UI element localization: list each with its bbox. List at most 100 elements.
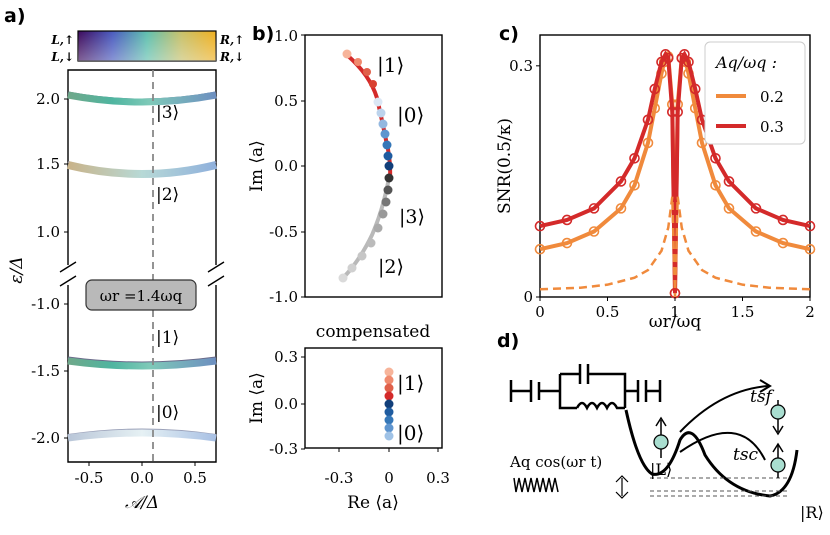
data-point-0.3 (649, 83, 661, 95)
spin-right-top (770, 400, 786, 436)
panel-b-bottom-yticks (301, 356, 305, 450)
panel-d-label: d) (497, 330, 519, 352)
bottom-points (384, 367, 394, 441)
data-point-0.3 (534, 220, 546, 232)
spin-right-bottom (770, 442, 786, 478)
tsf-arrow (679, 385, 769, 433)
data-point-0.3 (642, 114, 654, 126)
ytick-label: 0 (523, 288, 533, 306)
data-point-0.3 (561, 214, 573, 226)
b-state-label-1: |1⟩ (377, 53, 404, 78)
colorbar-right-bottom: R,↓ (219, 50, 244, 64)
compensated-title: compensated (316, 322, 431, 342)
energy-levels (650, 477, 790, 497)
data-point-0.2 (750, 226, 762, 237)
snr-ylabel: SNR(0.5/κ) (495, 118, 515, 214)
data-point (347, 263, 357, 273)
data-point-0.2 (588, 226, 600, 237)
ytick-label: 1.0 (274, 27, 298, 45)
band-3 (67, 91, 217, 106)
data-point (384, 383, 394, 393)
state-label-0: |0⟩ (156, 403, 179, 423)
data-point (384, 399, 394, 409)
data-point (357, 251, 367, 261)
drive-amplitude-arrow (615, 475, 629, 499)
ytick-label: -0.3 (269, 440, 298, 458)
panel-b-bottom-axes (304, 347, 443, 449)
ytick-label: 0.0 (274, 157, 298, 175)
ytick-label: -1.5 (31, 362, 60, 380)
panel-b-label: b) (252, 23, 274, 45)
data-point-0.3 (750, 203, 762, 214)
xtick-label: 0.0 (130, 469, 154, 487)
panel-c: c) 0 0.5 1 1.5 2 0 0.3 ωr/ωq SNR(0.5/κ) Aq/ωq … (495, 23, 816, 332)
panel-b-xticks (338, 448, 439, 452)
data-point (378, 209, 388, 219)
state-label-2: |2⟩ (156, 185, 179, 205)
data-point (384, 407, 394, 417)
panel-a-label: a) (4, 5, 26, 27)
snr-xlabel: ωr/ωq (649, 312, 702, 332)
data-point-0.2 (629, 179, 640, 191)
panel-b-top-axes (304, 34, 443, 298)
ytick-label: 1.5 (36, 155, 60, 173)
data-point-0.3 (615, 176, 627, 187)
left-well-label: |L⟩ (650, 460, 672, 479)
legend (704, 41, 806, 145)
data-point (354, 58, 362, 66)
panel-b-top-yticks (301, 34, 305, 298)
top-points-blue (373, 97, 394, 171)
ytick-label: -1.0 (31, 295, 60, 313)
b-comp-label-1: |1⟩ (397, 371, 424, 396)
xtick-label: -0.5 (75, 469, 104, 487)
ytick-label: -0.5 (269, 223, 298, 241)
data-point (384, 391, 394, 401)
xtick-label: 0.5 (183, 469, 207, 487)
data-point-0.2 (804, 243, 816, 255)
panel-a: a) L,↑ L,↓ R,↑ R,↓ |3⟩ |2⟩ |1⟩ |0⟩ ωr =1… (4, 5, 244, 513)
colorbar-right-top: R,↑ (219, 33, 244, 47)
data-point (382, 140, 392, 150)
data-point-0.3 (666, 106, 678, 118)
b-state-label-2: |2⟩ (378, 256, 404, 278)
xtick-label: 0 (384, 469, 394, 487)
snr-ticks: 0 0.5 1 1.5 2 0 0.3 (509, 57, 815, 321)
data-point-0.3 (777, 214, 789, 226)
data-point (373, 97, 383, 107)
data-point (380, 129, 390, 139)
data-point (338, 273, 348, 283)
xtick-label: -0.3 (325, 469, 354, 487)
data-point-0.3 (689, 83, 701, 95)
axis-break-marks (59, 261, 225, 287)
data-point (376, 108, 386, 118)
colorbar-left-bottom: L,↓ (50, 50, 74, 64)
data-point (342, 49, 352, 59)
panel-d: d) tsf tsc (497, 330, 824, 522)
data-point-0.2 (534, 243, 546, 255)
xtick-label: 1 (670, 303, 680, 321)
data-point (373, 223, 383, 233)
data-point-0.2 (710, 179, 721, 191)
circuit-diagram (509, 364, 662, 411)
ytick-label: 0.3 (274, 348, 298, 366)
band-1 (67, 357, 217, 370)
data-point-0.2 (723, 203, 735, 214)
data-point (384, 431, 394, 441)
data-point (378, 119, 388, 129)
state-label-1: |1⟩ (156, 328, 179, 348)
data-point-0.3 (683, 56, 694, 68)
xtick-label: 0.3 (426, 469, 450, 487)
data-point-0.2 (561, 237, 573, 249)
data-point (366, 238, 376, 248)
panel-a-ylabel: ε/Δ (7, 256, 27, 283)
b-comp-label-0: |0⟩ (397, 421, 424, 446)
ytick-label: 0.0 (274, 395, 298, 413)
data-point (384, 161, 394, 171)
data-point (383, 151, 393, 161)
ytick-label: 1.0 (36, 223, 60, 241)
data-point (383, 185, 393, 195)
panel-b-top-ylabel: Im ⟨a⟩ (247, 140, 267, 192)
data-point-0.3 (588, 203, 600, 214)
ytick-label: 0.5 (274, 92, 298, 110)
